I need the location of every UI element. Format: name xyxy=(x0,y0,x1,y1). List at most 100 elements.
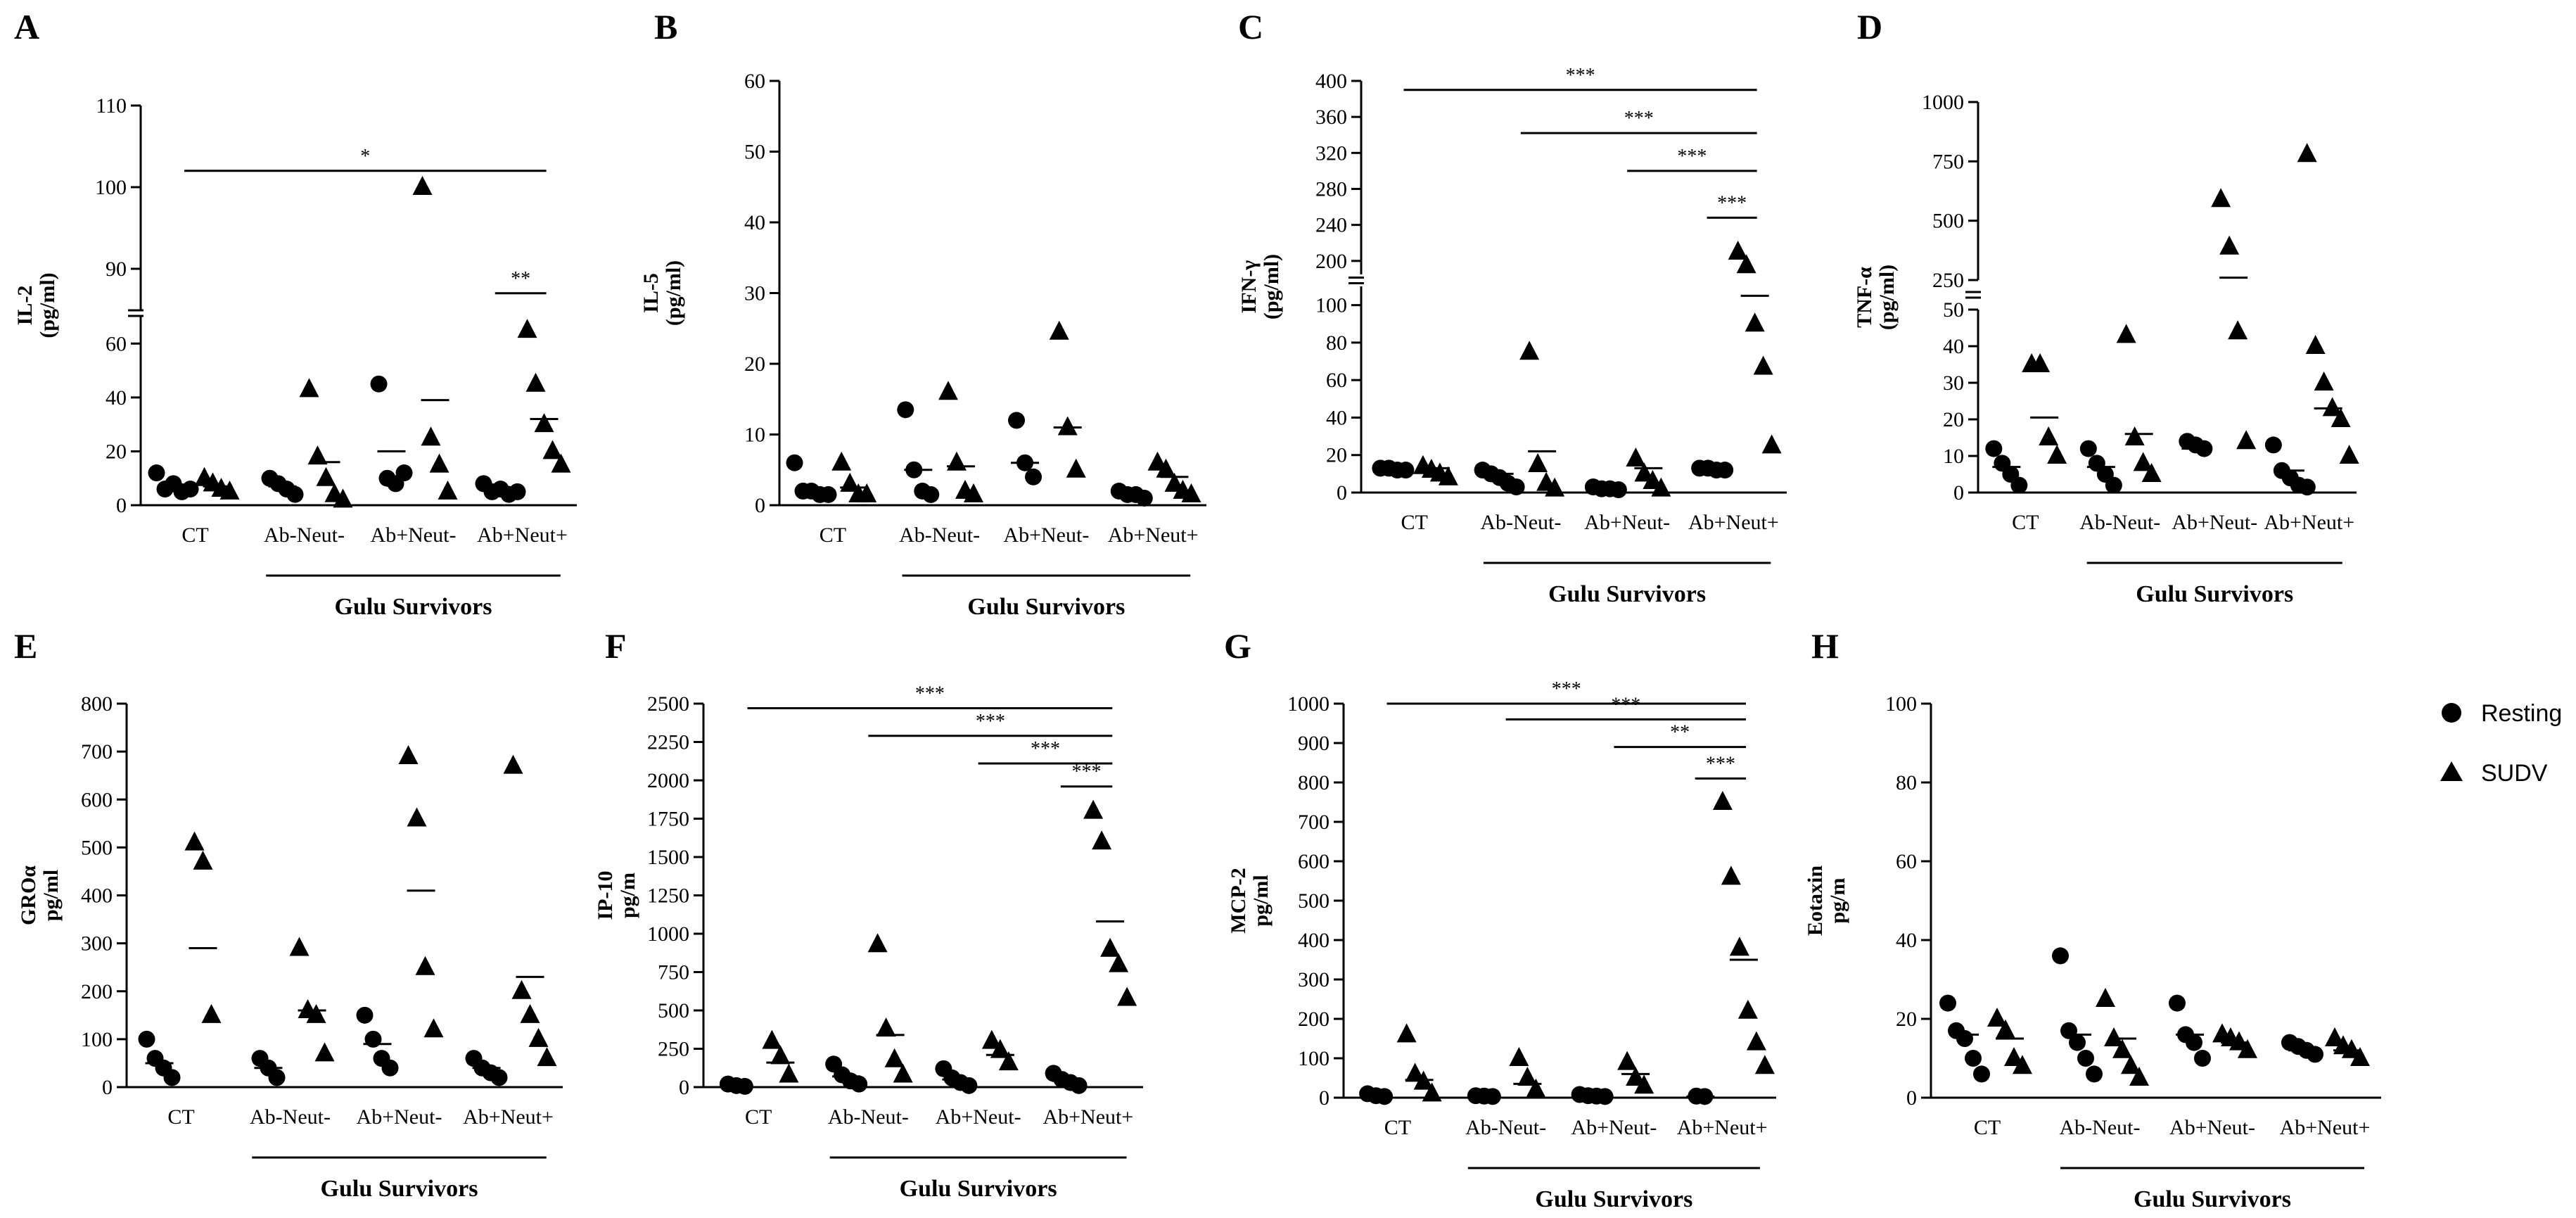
category-label-d: Ab+Neut- xyxy=(2172,511,2257,534)
data-point-sudv-f xyxy=(1117,987,1137,1006)
category-label-h: Ab+Neut+ xyxy=(2280,1116,2371,1139)
y-tick-label-g: 800 xyxy=(1298,771,1330,794)
panel-letter-d: D xyxy=(1857,7,1882,46)
data-point-resting-b xyxy=(897,401,914,419)
data-point-sudv-e xyxy=(423,1018,444,1038)
data-point-sudv-b xyxy=(1057,416,1078,436)
data-point-sudv-f xyxy=(1092,830,1112,850)
data-point-sudv-h xyxy=(2229,1031,2249,1051)
significance-label-f: *** xyxy=(976,711,1005,732)
data-point-sudv-c xyxy=(1528,453,1548,473)
y-tick-label-d: 250 xyxy=(1932,269,1964,292)
panel-c: C 0 20 40 60 80 100 200 240 280 320 360 400 IFN-γ(pg/… xyxy=(1237,7,1787,607)
data-point-sudv-h xyxy=(2112,1039,2132,1058)
data-point-resting-d xyxy=(2105,476,2122,494)
group-label-e: Gulu Survivors xyxy=(321,1176,478,1202)
data-point-sudv-e xyxy=(407,807,427,827)
data-point-sudv-e xyxy=(193,850,213,870)
category-label-c: Ab+Neut- xyxy=(1584,511,1670,534)
data-point-sudv-b xyxy=(1066,458,1086,478)
data-point-sudv-a xyxy=(307,445,328,465)
data-point-sudv-h xyxy=(2013,1055,2032,1074)
data-point-sudv-a xyxy=(316,467,336,486)
data-point-sudv-e xyxy=(398,744,419,764)
y-axis-label-line: pg/m xyxy=(616,873,639,918)
y-tick-label-b: 50 xyxy=(744,141,765,164)
y-axis-label-e: GROαpg/ml xyxy=(17,865,63,925)
data-point-sudv-f xyxy=(990,1039,1010,1058)
data-point-sudv-e xyxy=(520,1003,540,1023)
data-point-sudv-c xyxy=(1753,355,1773,375)
data-point-sudv-g xyxy=(1422,1082,1442,1102)
data-point-sudv-g xyxy=(1626,1067,1646,1086)
y-tick-label-h: 60 xyxy=(1896,850,1917,873)
y-tick-label-f: 1250 xyxy=(647,884,689,908)
data-point-sudv-c xyxy=(1438,466,1458,486)
data-point-sudv-b xyxy=(1049,320,1069,340)
legend: Resting SUDV xyxy=(2440,700,2562,787)
y-tick-label-f: 750 xyxy=(658,961,689,984)
group-label-a: Gulu Survivors xyxy=(335,594,492,620)
data-point-resting-b xyxy=(1025,468,1042,486)
y-tick-label-d: 50 xyxy=(1943,298,1964,322)
group-label-h: Gulu Survivors xyxy=(2134,1186,2291,1212)
data-point-sudv-e xyxy=(528,1027,549,1047)
y-tick-label-g: 700 xyxy=(1298,811,1330,834)
data-point-resting-c xyxy=(1716,462,1734,479)
y-tick-label-d: 20 xyxy=(1943,408,1964,431)
category-label-b: Ab+Neut- xyxy=(1003,524,1089,547)
data-point-sudv-d xyxy=(2228,320,2248,340)
data-point-resting-h xyxy=(1939,994,1956,1012)
data-point-resting-h xyxy=(2307,1046,2323,1063)
y-tick-label-e: 500 xyxy=(81,836,113,859)
data-point-resting-e xyxy=(356,1006,374,1024)
legend-triangle-icon xyxy=(2440,761,2463,781)
data-point-sudv-a xyxy=(542,440,563,459)
y-tick-label-h: 20 xyxy=(1896,1008,1917,1031)
data-point-sudv-f xyxy=(867,933,888,953)
category-label-h: Ab-Neut- xyxy=(2060,1116,2141,1139)
y-tick-label-f: 2250 xyxy=(647,731,689,754)
significance-label-g: *** xyxy=(1552,678,1581,700)
data-point-sudv-g xyxy=(1737,999,1758,1019)
y-tick-label-e: 0 xyxy=(102,1076,113,1099)
data-point-sudv-e xyxy=(289,937,310,956)
y-tick-label-b: 60 xyxy=(744,70,765,93)
y-tick-label-h: 40 xyxy=(1896,929,1917,952)
data-point-sudv-e xyxy=(201,1003,222,1023)
data-point-sudv-b xyxy=(963,483,983,502)
data-point-resting-d xyxy=(2079,440,2097,457)
data-point-resting-f xyxy=(1070,1077,1088,1094)
y-tick-label-g: 200 xyxy=(1298,1008,1330,1031)
data-point-sudv-e xyxy=(306,1003,326,1023)
data-point-resting-e xyxy=(138,1030,155,1048)
data-point-sudv-a xyxy=(429,453,449,473)
y-axis-label-g: MCP-2pg/ml xyxy=(1227,868,1273,933)
data-point-resting-h xyxy=(1956,1030,1973,1047)
y-tick-label-a: 90 xyxy=(106,258,127,281)
data-point-sudv-a xyxy=(525,372,546,392)
y-tick-label-e: 600 xyxy=(81,788,113,811)
y-tick-label-e: 700 xyxy=(81,740,113,763)
y-tick-label-g: 0 xyxy=(1319,1086,1330,1110)
data-point-resting-b xyxy=(922,486,940,503)
category-label-a: Ab-Neut- xyxy=(264,524,345,547)
data-point-sudv-h xyxy=(2104,1027,2124,1046)
data-point-resting-e xyxy=(490,1069,508,1086)
y-tick-label-f: 250 xyxy=(658,1038,689,1061)
y-tick-label-a: 0 xyxy=(116,494,127,517)
data-point-sudv-g xyxy=(1712,791,1733,810)
panel-e: E 0 100 200 300 400 500 600 700 800 GROαpg/ml CT Ab-… xyxy=(14,626,563,1202)
y-tick-label-c: 40 xyxy=(1326,406,1347,429)
category-label-c: CT xyxy=(1401,511,1427,534)
category-label-e: CT xyxy=(167,1105,194,1129)
y-axis-label-line: IFN-γ xyxy=(1237,260,1261,314)
data-point-sudv-c xyxy=(1728,241,1748,260)
data-point-resting-h xyxy=(2086,1065,2103,1083)
data-point-sudv-d xyxy=(2219,235,2240,255)
category-label-d: Ab+Neut+ xyxy=(2264,511,2354,534)
data-point-sudv-h xyxy=(1996,1019,2015,1039)
y-tick-label-b: 10 xyxy=(744,424,765,447)
y-tick-label-e: 100 xyxy=(81,1028,113,1051)
y-tick-label-d: 10 xyxy=(1943,445,1964,468)
